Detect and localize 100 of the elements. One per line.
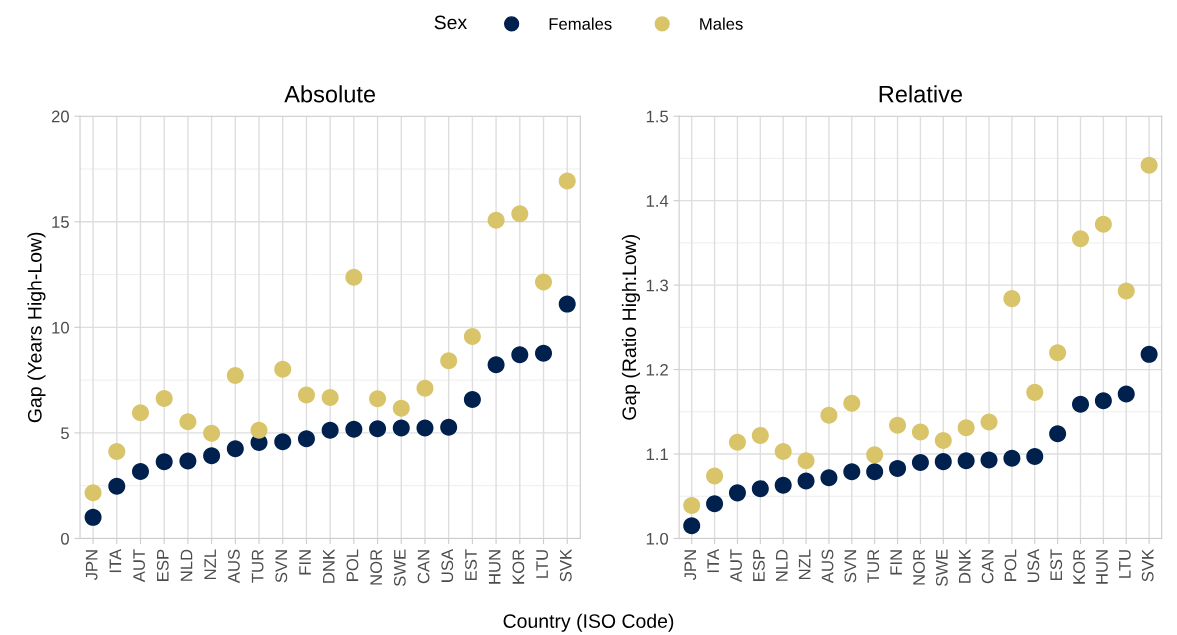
x-tick-label: SVK [559,549,572,582]
point [1026,383,1044,401]
point [108,477,126,495]
point [297,386,315,404]
x-tick-label: JPN [684,550,697,581]
point [957,452,975,470]
legend-title: Sex [434,15,467,30]
x-tick-label: DNK [959,549,971,583]
point [155,389,173,407]
x-tick-label: CAN [417,550,430,584]
point [487,356,505,374]
point [1072,395,1090,413]
x-tick-label: HUN [1096,550,1108,584]
point [440,418,458,436]
point [1140,345,1158,363]
point [369,390,387,408]
y-tick-label: 1.1 [646,448,668,461]
x-tick-label: NOR [370,549,383,585]
point [108,442,126,460]
x-tick-label: TUR [867,549,880,583]
x-tick-label: DNK [322,549,335,583]
point [392,399,410,417]
x-tick-label: ITA [109,548,122,573]
x-tick-label: FIN [299,550,311,575]
y-tick-label: 20 [51,110,69,123]
point [463,391,481,409]
point [866,446,884,464]
x-tick-label: ITA [707,548,719,573]
point [1049,425,1067,443]
point [179,413,197,431]
y-tick-label: 1.3 [646,279,668,292]
x-axis-title: Country (ISO Code) [503,613,674,632]
x-tick-label: EST [465,549,477,580]
point [683,517,701,535]
point [131,463,149,481]
x-tick-label: SWE [935,549,948,587]
x-tick-label: FIN [890,550,902,575]
point [179,452,197,470]
x-tick-label: HUN [488,550,501,584]
point [369,420,387,438]
point [934,453,952,471]
point [274,360,292,378]
point [558,172,576,190]
point [728,484,746,502]
point [274,433,292,451]
y-tick-label: 15 [52,216,69,228]
point [843,394,861,412]
point [131,404,149,422]
point [1117,282,1135,300]
x-tick-label: SVK [1141,549,1154,582]
point [980,413,998,431]
y-tick-label: 0 [61,532,69,545]
point [797,472,815,490]
point [392,419,410,437]
point [797,452,815,470]
y-tick-label: 1.2 [646,363,668,376]
point [1117,385,1135,403]
point [751,426,769,444]
point [1003,290,1021,308]
point [843,463,861,481]
point [957,419,975,437]
point [1026,448,1044,466]
chart-title: Absolute [284,85,376,103]
x-tick-label: NLD [776,549,788,581]
point [706,467,724,485]
point [250,421,268,439]
x-tick-label: LTU [536,550,548,578]
point [889,416,907,434]
point [84,508,102,526]
y-tick-label: 1.5 [646,110,669,123]
point [558,295,576,313]
point [934,432,952,450]
x-tick-label: SVN [275,550,288,583]
legend-label: Males [700,17,743,30]
point [1072,230,1090,248]
chart-title: Relative [879,85,963,103]
point [889,459,907,477]
x-tick-label: USA [1027,548,1040,582]
point [511,205,529,223]
x-tick-label: AUS [821,549,834,584]
x-tick-label: CAN [981,550,994,584]
point [321,421,339,439]
point [345,420,363,438]
point [751,480,769,498]
point [416,419,434,437]
x-tick-label: LTU [1119,550,1131,578]
point [728,433,746,451]
point [706,495,724,513]
x-tick-label: ESP [752,549,765,581]
x-tick-label: KOR [1073,549,1085,584]
point [683,497,701,515]
point [226,440,244,458]
point [980,451,998,469]
point [1140,156,1158,174]
point [535,273,553,291]
x-tick-label: USA [441,548,454,582]
x-tick-label: AUT [730,549,742,583]
x-tick-label: AUT [133,549,145,583]
y-tick-label: 1.0 [646,532,669,545]
point [511,346,529,364]
